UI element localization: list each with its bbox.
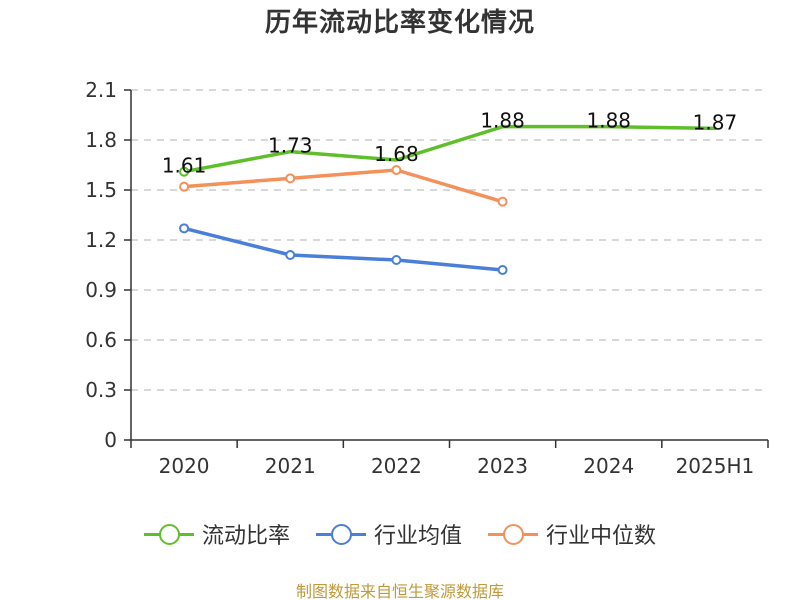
data-point xyxy=(179,166,190,177)
y-tick-label: 2.1 xyxy=(85,78,117,102)
data-label: 1.88 xyxy=(586,109,631,133)
legend-item-industry-median[interactable]: 行业中位数 xyxy=(488,518,656,550)
data-point xyxy=(391,165,402,175)
x-tick-label: 2022 xyxy=(371,454,422,478)
legend-dot-icon xyxy=(503,524,524,545)
y-tick-label: 0.9 xyxy=(85,278,117,302)
data-label: 1.88 xyxy=(480,109,525,133)
y-tick-label: 0.3 xyxy=(85,378,117,402)
y-tick-label: 1.8 xyxy=(85,128,117,152)
data-point xyxy=(391,255,402,265)
legend-label-industry-avg: 行业均值 xyxy=(373,524,462,549)
legend-swatch-current-ratio xyxy=(143,523,194,545)
data-point xyxy=(497,265,508,275)
legend-dot-icon xyxy=(158,524,180,545)
y-tick-label: 0.6 xyxy=(85,328,117,352)
legend-swatch-industry-median xyxy=(488,523,538,545)
x-tick-label: 2023 xyxy=(477,454,528,478)
series-line-1 xyxy=(182,226,505,272)
legend-item-current-ratio[interactable]: 流动比率 xyxy=(143,518,290,550)
data-label: 1.68 xyxy=(374,142,419,166)
chart-title: 历年流动比率变化情况 xyxy=(264,8,535,38)
data-point xyxy=(497,196,508,207)
y-tick-label: 0 xyxy=(104,428,117,452)
data-label: 1.61 xyxy=(162,154,207,178)
legend-label-current-ratio: 流动比率 xyxy=(201,524,290,549)
series-line-2 xyxy=(182,168,505,204)
y-tick-label: 1.2 xyxy=(85,228,117,252)
data-label: 1.73 xyxy=(268,134,313,158)
chart-legend: 流动比率 行业均值 行业中位数 xyxy=(0,518,800,550)
legend-item-industry-avg[interactable]: 行业均值 xyxy=(315,518,462,550)
data-point xyxy=(285,173,296,184)
legend-swatch-industry-avg xyxy=(315,523,366,545)
series-line-0 xyxy=(182,124,717,174)
y-tick-label: 1.5 xyxy=(85,178,117,202)
data-label: 1.87 xyxy=(693,110,738,134)
legend-label-industry-median: 行业中位数 xyxy=(546,524,657,549)
data-point xyxy=(285,250,296,260)
x-tick-label: 2024 xyxy=(583,454,634,478)
data-source-note: 制图数据来自恒生聚源数据库 xyxy=(295,582,504,600)
x-tick-label: 2021 xyxy=(265,454,316,478)
data-point xyxy=(179,223,190,234)
x-tick-label: 2025H1 xyxy=(676,454,755,478)
legend-dot-icon xyxy=(330,524,352,545)
x-tick-label: 2020 xyxy=(159,454,210,478)
data-point xyxy=(179,181,190,192)
